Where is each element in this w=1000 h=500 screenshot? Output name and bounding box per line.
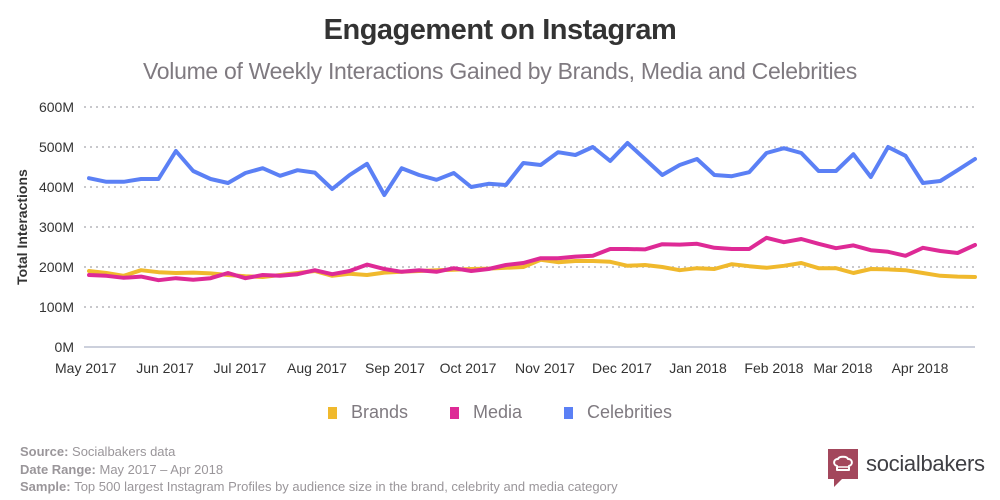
y-axis-label: Total Interactions <box>14 169 30 285</box>
logo-text: socialbakers <box>866 451 985 476</box>
legend-swatch-media <box>449 406 459 419</box>
date-range-value: May 2017 – Apr 2018 <box>99 461 224 477</box>
x-axis-ticks: May 2017 Jun 2017 Jul 2017 Aug 2017 Sep 2017… <box>55 360 949 376</box>
legend-item-media[interactable]: Media <box>449 402 523 423</box>
y-tick-label: 100M <box>39 299 74 315</box>
x-tick-label: Feb 2018 <box>744 360 803 376</box>
date-range-label: Date Range: <box>20 461 96 477</box>
chart-title: Engagement on Instagram <box>323 14 677 46</box>
legend-label: Media <box>472 402 523 422</box>
series-lines <box>87 141 977 283</box>
chart-subtitle: Volume of Weekly Interactions Gained by … <box>143 58 857 84</box>
series-line-media <box>87 235 977 283</box>
source-label: Source: <box>20 444 69 459</box>
x-tick-label: Apr 2018 <box>892 360 949 376</box>
legend-swatch-brands <box>327 406 337 419</box>
legend-item-celebrities[interactable]: Celebrities <box>564 402 672 423</box>
legend: Brands Media Celebrities <box>0 402 1000 423</box>
x-tick-label: Mar 2018 <box>813 360 872 376</box>
legend-label: Brands <box>350 402 408 422</box>
x-tick-label: Jul 2017 <box>214 360 267 376</box>
y-tick-label: 200M <box>39 259 74 275</box>
y-tick-label: 500M <box>39 139 74 155</box>
series-line-celebrities <box>87 141 977 197</box>
x-tick-label: May 2017 <box>55 360 117 376</box>
gridlines <box>84 106 975 348</box>
source-value: Socialbakers data <box>72 444 176 459</box>
legend-item-brands[interactable]: Brands <box>327 402 408 423</box>
line-chart: 0M 100M 200M 300M 400M 500M 600M May 2017 Jun 2… <box>14 99 977 376</box>
x-tick-label: Aug 2017 <box>287 360 347 376</box>
x-tick-label: Dec 2017 <box>592 360 652 376</box>
y-tick-label: 300M <box>39 219 74 235</box>
date-range-line: Date Range: May 2017 – Apr 2018 <box>20 461 618 479</box>
sample-label: Sample: <box>20 479 71 494</box>
x-tick-label: Sep 2017 <box>365 360 425 376</box>
x-tick-label: Nov 2017 <box>515 360 575 376</box>
socialbakers-logo[interactable]: socialbakers <box>828 449 985 487</box>
y-tick-label: 400M <box>39 179 74 195</box>
y-axis-ticks: 0M 100M 200M 300M 400M 500M 600M <box>39 99 74 355</box>
legend-label: Celebrities <box>587 402 673 422</box>
x-tick-label: Oct 2017 <box>440 360 497 376</box>
legend-swatch-celebrities <box>564 406 574 419</box>
footer-notes: Source: Socialbakers data Date Range: Ma… <box>20 443 618 496</box>
chef-hat-icon <box>828 449 858 487</box>
source-line: Source: Socialbakers data <box>20 443 618 461</box>
x-tick-label: Jan 2018 <box>669 360 727 376</box>
y-tick-label: 0M <box>55 339 74 355</box>
y-tick-label: 600M <box>39 99 74 115</box>
x-tick-label: Jun 2017 <box>136 360 194 376</box>
sample-line: Sample: Top 500 largest Instagram Profil… <box>20 478 618 496</box>
sample-value: Top 500 largest Instagram Profiles by au… <box>74 479 618 494</box>
